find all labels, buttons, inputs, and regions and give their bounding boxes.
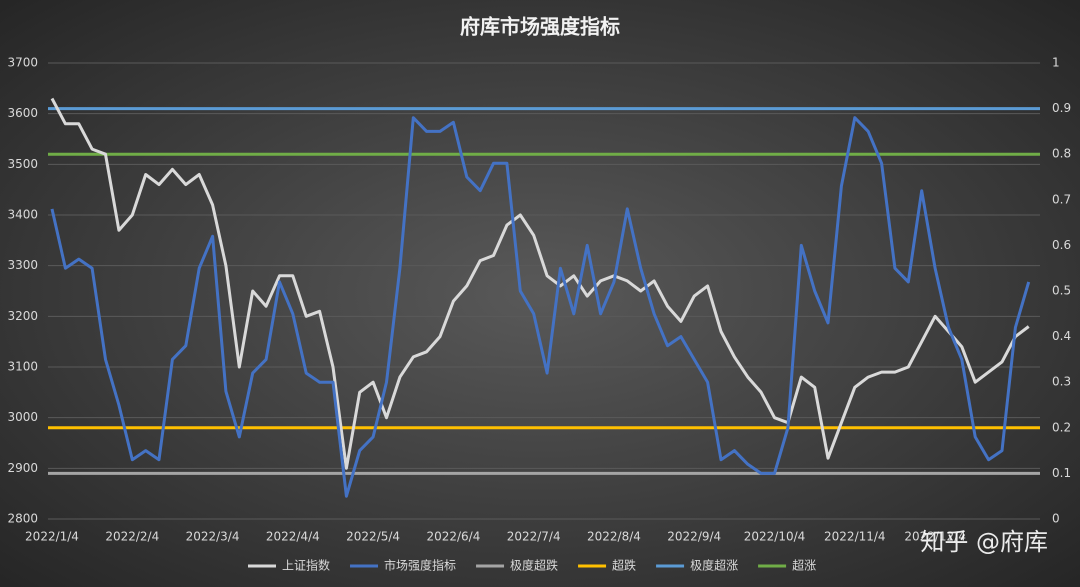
- legend-label: 超涨: [792, 558, 816, 573]
- series-line: [50, 116, 1031, 498]
- y2-tick-label: 1: [1052, 56, 1060, 70]
- y2-tick-label: 0.2: [1052, 420, 1071, 434]
- y-tick-label: 3000: [7, 410, 38, 424]
- y2-tick-label: 0.3: [1052, 375, 1071, 389]
- chart-title: 府库市场强度指标: [460, 15, 620, 39]
- x-tick-label: 2022/10/4: [744, 530, 806, 544]
- x-tick-label: 2022/6/4: [426, 530, 480, 544]
- legend-label: 市场强度指标: [384, 558, 456, 573]
- legend-label: 上证指数: [282, 558, 330, 573]
- x-tick-label: 2022/11/4: [824, 530, 886, 544]
- x-tick-label: 2022/9/4: [667, 530, 721, 544]
- y-tick-label: 3200: [7, 309, 38, 323]
- y-tick-label: 3300: [7, 258, 38, 272]
- x-tick-label: 2022/12/4: [904, 530, 966, 544]
- y-tick-label: 2800: [7, 512, 38, 526]
- y2-tick-label: 0.4: [1052, 329, 1071, 343]
- legend-label: 极度超涨: [690, 558, 738, 573]
- y-tick-label: 3600: [7, 106, 38, 120]
- x-tick-label: 2022/7/4: [507, 530, 561, 544]
- y2-tick-label: 0.9: [1052, 101, 1071, 115]
- y-tick-label: 3500: [7, 157, 38, 171]
- y2-tick-label: 0.7: [1052, 192, 1071, 206]
- x-tick-label: 2022/5/4: [346, 530, 400, 544]
- legend-label: 极度超跌: [510, 558, 558, 573]
- y2-tick-label: 0.8: [1052, 147, 1071, 161]
- y2-tick-label: 0.1: [1052, 466, 1071, 480]
- series-line: [50, 97, 1030, 470]
- y-tick-label: 2900: [7, 461, 38, 475]
- legend-label: 超跌: [612, 558, 636, 573]
- y-tick-label: 3700: [7, 56, 38, 70]
- x-tick-label: 2022/3/4: [186, 530, 240, 544]
- y2-tick-label: 0.6: [1052, 238, 1071, 252]
- y2-tick-label: 0.5: [1052, 284, 1071, 298]
- x-tick-label: 2022/1/4: [25, 530, 79, 544]
- x-tick-label: 2022/2/4: [105, 530, 159, 544]
- y-tick-label: 3100: [7, 360, 38, 374]
- x-tick-label: 2022/8/4: [587, 530, 641, 544]
- y2-tick-label: 0: [1052, 512, 1060, 526]
- x-tick-label: 2022/4/4: [266, 530, 320, 544]
- y-tick-label: 3400: [7, 208, 38, 222]
- watermark: 知乎 @府库: [920, 528, 1048, 556]
